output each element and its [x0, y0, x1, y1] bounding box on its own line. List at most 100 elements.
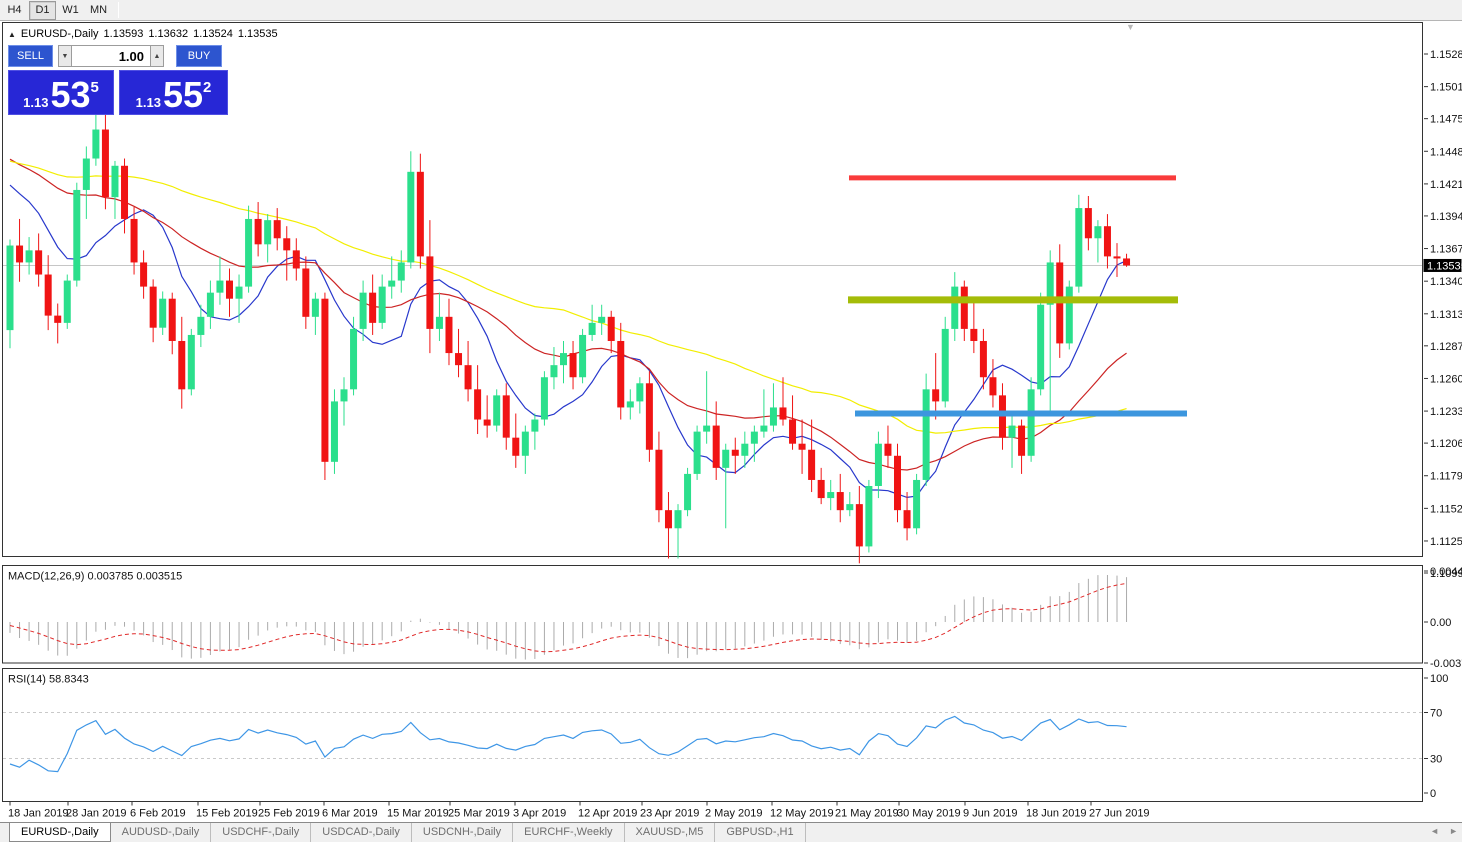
price-tick-label: 1.13135	[1430, 309, 1462, 321]
candle-bull	[388, 280, 396, 287]
timeframe-button-w1[interactable]: W1	[62, 4, 79, 16]
timeframe-button-h4[interactable]: H4	[7, 4, 22, 16]
candle-bull	[435, 316, 443, 329]
ohlc-high: 1.13632	[148, 28, 189, 40]
candle-bull	[941, 328, 949, 402]
candle-bear	[989, 377, 997, 396]
candle-bull	[245, 218, 253, 287]
candle-bull	[407, 171, 415, 263]
candle-bull	[235, 286, 243, 299]
date-tick-label: 25 Mar 2019	[448, 808, 510, 820]
candle-bear	[817, 479, 825, 499]
chart-tab-xauusd[interactable]: XAUUSD-,M5	[625, 823, 716, 842]
date-tick-label: 18 Jan 2019	[8, 808, 69, 820]
collapse-chart-icon[interactable]: ▲	[8, 29, 16, 39]
candle-bull	[741, 443, 749, 456]
candle-bear	[884, 443, 892, 456]
candle-bear	[512, 437, 520, 456]
candle-bull	[493, 395, 501, 426]
date-tick-label: 3 Apr 2019	[513, 808, 566, 820]
candle-bull	[626, 401, 634, 408]
candle-bear	[712, 425, 720, 468]
candle-bear	[178, 340, 186, 390]
candle-bear	[960, 286, 968, 329]
tab-scroll-buttons: ◄ ►	[1430, 826, 1458, 836]
macd-histogram	[9, 574, 1128, 660]
chart-tab-gbpusd[interactable]: GBPUSD-,H1	[715, 823, 806, 842]
timeframe-toolbar: H4 D1 W1 MN	[0, 0, 1462, 21]
macd-tick-label: -0.003715	[1430, 658, 1462, 670]
candle-bull	[913, 479, 921, 529]
candle-bull	[340, 389, 348, 402]
candle-bear	[855, 504, 863, 547]
timeframe-button-mn[interactable]: MN	[89, 4, 108, 16]
candle-bull	[703, 425, 711, 432]
chart-header: ▲ EURUSD-,Daily 1.13593 1.13632 1.13524 …	[8, 28, 278, 40]
candle-bull	[111, 165, 119, 198]
price-tick-label: 1.15285	[1430, 49, 1462, 61]
price-tick-label: 1.13405	[1430, 276, 1462, 288]
sell-button[interactable]: SELL	[8, 45, 53, 67]
candle-bull	[73, 189, 81, 281]
chart-tab-usdcnh[interactable]: USDCNH-,Daily	[412, 823, 514, 842]
buy-button[interactable]: BUY	[176, 45, 222, 67]
candle-bull	[636, 383, 644, 402]
candle-bull	[311, 298, 319, 317]
candle-bear	[894, 455, 902, 511]
price-tick-label: 1.13675	[1430, 244, 1462, 256]
timeframe-button-d1[interactable]: D1	[29, 0, 56, 20]
candle-bear	[321, 298, 329, 462]
candle-bear	[970, 328, 978, 341]
candle-bear	[789, 419, 797, 444]
candle-bull	[598, 316, 606, 323]
candle-bear	[1103, 226, 1111, 257]
candle-bear	[369, 292, 377, 323]
candle-bull	[750, 431, 758, 444]
date-tick-label: 6 Mar 2019	[322, 808, 378, 820]
candle-bull	[521, 431, 529, 456]
date-tick-label: 21 May 2019	[835, 808, 899, 820]
date-tick-label: 9 Jun 2019	[963, 808, 1017, 820]
tab-scroll-left-icon[interactable]: ◄	[1430, 826, 1440, 836]
buy-price-sup: 2	[203, 79, 212, 96]
candle-bull	[588, 322, 596, 335]
chart-tab-eurusd[interactable]: EURUSD-,Daily	[9, 823, 111, 842]
slowest-ma	[9, 160, 1127, 434]
candle-bull	[82, 158, 90, 190]
candle-bear	[1113, 256, 1121, 259]
candle-bull	[951, 286, 959, 329]
ohlc-low: 1.13524	[193, 28, 233, 40]
candle-bull	[63, 280, 71, 323]
chart-shift-marker-icon[interactable]: ▼	[1126, 22, 1135, 32]
candle-bear	[836, 492, 844, 511]
chart-tab-usdcad[interactable]: USDCAD-,Daily	[311, 823, 412, 842]
candle-bear	[140, 262, 148, 287]
buy-price-panel[interactable]: 1.13 55 2	[119, 70, 228, 115]
sell-price-panel[interactable]: 1.13 53 5	[8, 70, 114, 115]
candle-bull	[350, 328, 358, 390]
candle-bull	[865, 485, 873, 547]
volume-input[interactable]	[72, 45, 150, 67]
candle-bull	[1046, 262, 1054, 305]
candle-bear	[779, 407, 787, 420]
tab-scroll-right-icon[interactable]: ►	[1449, 826, 1458, 836]
candle-bear	[426, 256, 434, 329]
chart-tab-eurchf[interactable]: EURCHF-,Weekly	[513, 823, 625, 842]
chart-tab-audusd[interactable]: AUDUSD-,Daily	[111, 823, 212, 842]
candle-bear	[979, 340, 987, 378]
chart-tab-usdchf[interactable]: USDCHF-,Daily	[211, 823, 312, 842]
candle-bull	[206, 292, 214, 317]
slow-ma	[9, 158, 1127, 471]
candle-bear	[664, 510, 672, 529]
candle-bear	[655, 449, 663, 511]
candle-bull	[531, 419, 539, 432]
candle-bull	[550, 365, 558, 378]
candle-bear	[1123, 258, 1131, 266]
chart-workspace: 1.152851.150151.147501.144801.142101.139…	[0, 21, 1462, 822]
volume-increment-icon[interactable]: ▲	[150, 45, 164, 67]
volume-decrement-icon[interactable]: ▼	[58, 45, 72, 67]
date-tick-label: 28 Jan 2019	[66, 808, 127, 820]
macd-tick-label: 0.004465	[1430, 566, 1462, 578]
price-tick-label: 1.11525	[1430, 503, 1462, 515]
